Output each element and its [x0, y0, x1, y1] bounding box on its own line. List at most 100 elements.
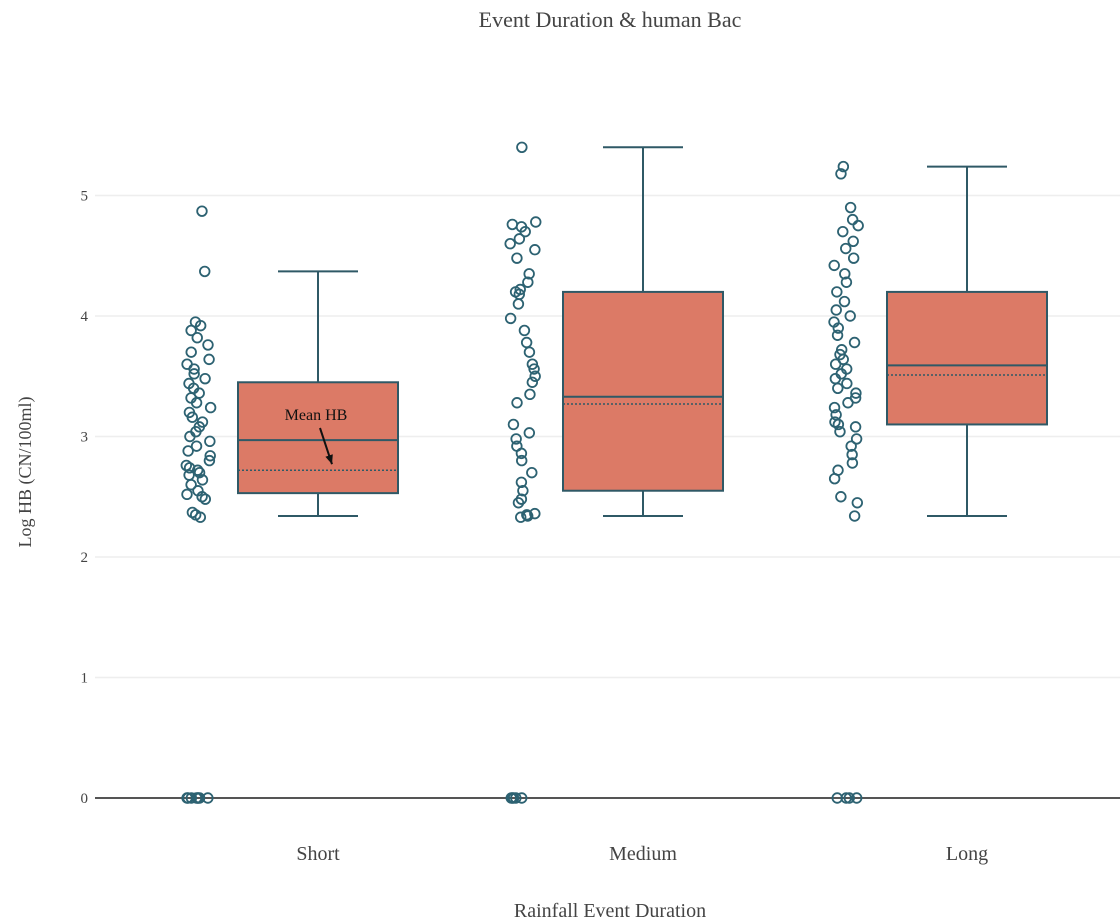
data-point — [523, 427, 536, 439]
data-point — [203, 454, 216, 467]
data-point — [518, 324, 531, 337]
data-point — [204, 435, 216, 448]
data-point — [839, 268, 851, 280]
data-point — [196, 416, 209, 428]
data-point — [181, 792, 193, 804]
data-point — [185, 346, 197, 358]
data-points — [180, 141, 864, 804]
box-medium — [562, 290, 724, 492]
box-short — [237, 381, 399, 495]
data-point — [830, 304, 842, 316]
data-point — [513, 233, 526, 245]
data-point — [828, 316, 840, 328]
data-point — [182, 445, 194, 457]
data-point — [831, 792, 843, 804]
data-point — [183, 377, 195, 390]
y-tick-label: 5 — [81, 189, 89, 205]
data-point — [832, 382, 844, 395]
data-point — [834, 348, 846, 361]
y-axis-label: Log HB (CN/100ml) — [15, 396, 36, 547]
data-point — [511, 252, 523, 264]
data-point — [837, 225, 849, 238]
data-point — [526, 376, 539, 388]
data-point — [840, 242, 852, 255]
data-point — [186, 506, 199, 519]
data-point — [832, 464, 844, 476]
data-point — [529, 370, 541, 382]
data-point — [510, 792, 522, 804]
data-point — [515, 493, 528, 505]
data-point — [202, 339, 214, 351]
data-point — [511, 440, 523, 452]
data-point — [530, 216, 542, 228]
data-point — [831, 329, 844, 341]
boxes — [237, 146, 1048, 518]
data-point — [516, 141, 528, 154]
data-point — [511, 397, 523, 409]
data-point — [526, 358, 539, 370]
data-point — [188, 368, 200, 380]
annotation-label: Mean HB — [285, 407, 348, 424]
data-point — [848, 336, 861, 349]
data-point — [517, 485, 529, 497]
data-point — [504, 312, 517, 325]
data-point — [841, 377, 853, 390]
data-point — [850, 387, 862, 399]
data-point — [844, 310, 856, 322]
data-point — [183, 406, 196, 419]
data-point — [851, 497, 864, 509]
x-axis-label: Rainfall Event Duration — [514, 900, 706, 922]
data-point — [847, 252, 860, 264]
annotation: Mean HB — [285, 407, 348, 465]
box-long — [886, 290, 1048, 426]
data-point — [523, 346, 536, 358]
data-point — [202, 792, 214, 804]
data-point — [829, 416, 841, 428]
data-point — [838, 295, 851, 308]
data-point — [199, 265, 211, 278]
data-point — [199, 493, 212, 505]
data-point — [181, 358, 193, 370]
data-point — [834, 425, 846, 438]
data-point — [843, 792, 855, 804]
y-tick-label: 2 — [81, 550, 89, 566]
data-point — [523, 268, 535, 280]
data-point — [848, 510, 861, 522]
annotation-arrowhead — [325, 454, 333, 465]
data-point — [837, 160, 850, 173]
data-point — [840, 363, 853, 375]
data-point — [522, 276, 534, 288]
x-tick-label: Long — [946, 843, 988, 865]
data-point — [514, 283, 526, 296]
data-point — [193, 466, 206, 479]
data-point — [196, 205, 208, 217]
data-point — [849, 421, 862, 433]
data-point — [190, 440, 203, 452]
data-point — [831, 286, 843, 298]
data-point — [203, 353, 215, 366]
y-tick-label: 0 — [81, 791, 89, 807]
data-point — [505, 792, 517, 804]
data-point — [835, 168, 847, 180]
data-point — [510, 433, 522, 445]
data-point — [192, 485, 204, 497]
data-point — [846, 448, 858, 461]
data-point — [199, 372, 211, 385]
data-point — [526, 466, 538, 479]
data-point — [845, 440, 857, 452]
data-point — [844, 201, 857, 214]
data-point — [520, 336, 533, 349]
chart-title: Event Duration & human Bac — [479, 7, 742, 32]
data-point — [191, 331, 203, 344]
y-tick-label: 4 — [81, 309, 89, 325]
data-point — [180, 459, 193, 472]
x-tick-label: Short — [296, 843, 340, 865]
data-point — [529, 244, 541, 256]
data-point — [828, 259, 840, 272]
data-point — [529, 507, 541, 520]
data-point — [516, 454, 528, 467]
x-tick-label: Medium — [609, 843, 677, 865]
data-point — [204, 450, 216, 462]
data-point — [204, 401, 217, 414]
